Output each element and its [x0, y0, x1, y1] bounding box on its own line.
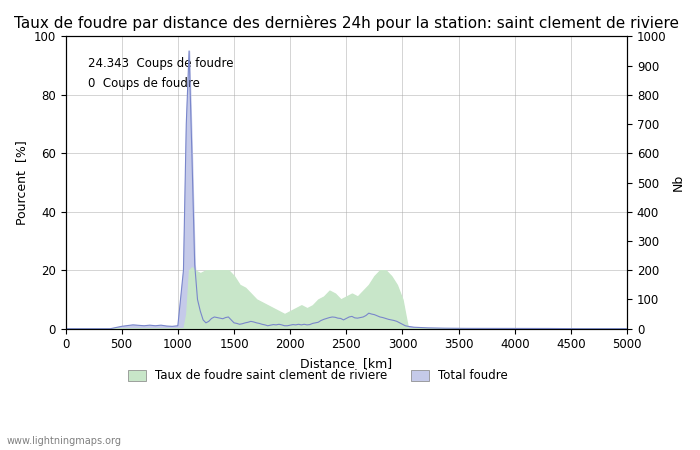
Y-axis label: Nb: Nb [672, 174, 685, 191]
Text: 0  Coups de foudre: 0 Coups de foudre [88, 77, 200, 90]
X-axis label: Distance  [km]: Distance [km] [300, 357, 393, 370]
Text: 24.343  Coups de foudre: 24.343 Coups de foudre [88, 57, 234, 70]
Y-axis label: Pourcent  [%]: Pourcent [%] [15, 140, 28, 225]
Legend: Taux de foudre saint clement de riviere, Total foudre: Taux de foudre saint clement de riviere,… [124, 364, 513, 387]
Title: Taux de foudre par distance des dernières 24h pour la station: saint clement de : Taux de foudre par distance des dernière… [14, 15, 679, 31]
Text: www.lightningmaps.org: www.lightningmaps.org [7, 436, 122, 446]
